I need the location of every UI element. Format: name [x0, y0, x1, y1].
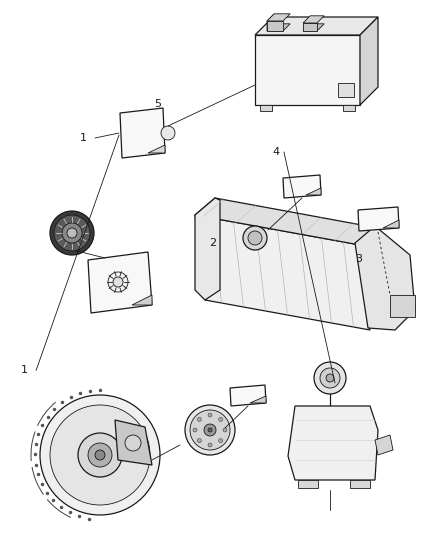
Polygon shape: [195, 215, 370, 330]
Polygon shape: [303, 16, 324, 23]
Circle shape: [67, 228, 77, 238]
Polygon shape: [306, 188, 321, 195]
Text: 4: 4: [272, 147, 279, 157]
Circle shape: [208, 413, 212, 417]
Polygon shape: [88, 252, 152, 313]
Circle shape: [243, 226, 267, 250]
Text: 2: 2: [209, 238, 216, 247]
Polygon shape: [120, 108, 165, 158]
Bar: [390, 295, 415, 317]
Circle shape: [88, 443, 112, 467]
Circle shape: [54, 215, 90, 251]
Circle shape: [50, 405, 150, 505]
Circle shape: [125, 435, 141, 451]
Text: 1: 1: [21, 366, 28, 375]
Bar: [350, 480, 370, 488]
Circle shape: [320, 368, 340, 388]
Polygon shape: [360, 17, 378, 105]
Text: 1: 1: [80, 133, 86, 143]
Polygon shape: [267, 14, 274, 31]
Text: 3: 3: [356, 254, 363, 263]
Circle shape: [190, 410, 230, 450]
Circle shape: [198, 417, 201, 422]
Circle shape: [314, 362, 346, 394]
Circle shape: [50, 211, 94, 255]
Polygon shape: [267, 24, 290, 31]
Circle shape: [193, 428, 197, 432]
Circle shape: [219, 417, 223, 422]
Polygon shape: [230, 385, 266, 406]
Polygon shape: [132, 295, 152, 305]
Polygon shape: [283, 175, 321, 198]
Circle shape: [208, 428, 212, 432]
Bar: [260, 105, 272, 111]
Circle shape: [198, 439, 201, 442]
Circle shape: [113, 277, 123, 287]
Polygon shape: [355, 226, 415, 330]
Circle shape: [161, 126, 175, 140]
Polygon shape: [288, 406, 378, 480]
Polygon shape: [303, 23, 317, 31]
Circle shape: [62, 223, 82, 243]
Circle shape: [326, 374, 334, 382]
Circle shape: [204, 424, 216, 436]
Polygon shape: [255, 35, 360, 105]
Polygon shape: [115, 420, 152, 465]
Circle shape: [78, 433, 122, 477]
Polygon shape: [250, 396, 266, 403]
Bar: [298, 480, 318, 488]
Polygon shape: [375, 435, 393, 455]
Circle shape: [208, 443, 212, 447]
Circle shape: [108, 272, 128, 292]
Circle shape: [40, 395, 160, 515]
Polygon shape: [148, 145, 165, 153]
Bar: [343, 105, 355, 111]
Circle shape: [219, 439, 223, 442]
Polygon shape: [303, 24, 324, 31]
Polygon shape: [358, 207, 399, 231]
Polygon shape: [383, 220, 399, 228]
Circle shape: [95, 450, 105, 460]
Polygon shape: [255, 17, 378, 35]
Bar: [338, 83, 354, 97]
Text: 5: 5: [154, 99, 161, 109]
Polygon shape: [267, 14, 290, 21]
Polygon shape: [195, 198, 220, 300]
Circle shape: [185, 405, 235, 455]
Circle shape: [248, 231, 262, 245]
Polygon shape: [267, 21, 283, 31]
Polygon shape: [195, 198, 378, 245]
Circle shape: [223, 428, 227, 432]
